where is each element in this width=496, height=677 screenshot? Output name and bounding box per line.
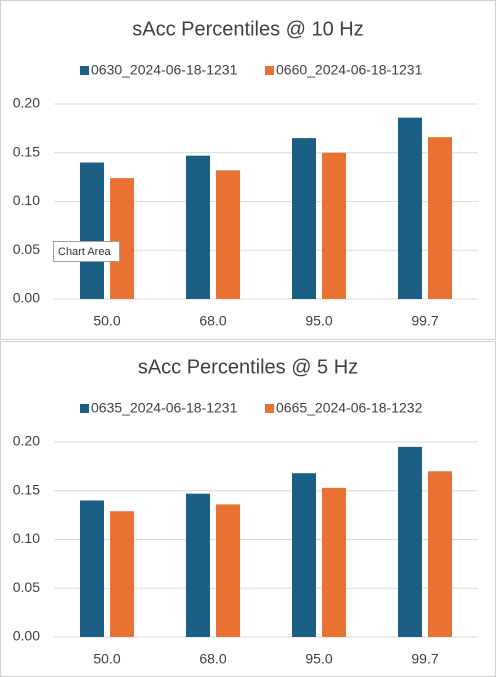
legend-swatch [265,66,274,75]
y-tick-label: 0.15 [13,481,40,497]
x-tick-label: 50.0 [93,651,120,667]
bar [80,500,104,637]
bar [292,138,316,299]
bar [216,170,240,299]
bar [398,117,422,300]
x-tick-label: 68.0 [199,313,226,329]
tooltip-box [53,241,120,262]
legend-label: 0660_2024-06-18-1231 [276,62,423,78]
x-tick-label: 99.7 [411,651,438,667]
y-tick-label: 0.00 [13,628,40,644]
bar [322,152,346,299]
bar [186,155,210,299]
y-tick-label: 0.20 [13,95,40,111]
legend-swatch [80,66,89,75]
legend-swatch [80,404,89,413]
bar [80,162,104,299]
bar [292,473,316,637]
bar [110,511,134,637]
x-tick-label: 95.0 [305,313,332,329]
chart-title: sAcc Percentiles @ 10 Hz [132,18,364,40]
x-tick-label: 68.0 [199,651,226,667]
charts: sAcc Percentiles @ 10 Hz 0630_2024-06-18-… [13,18,478,667]
chart-title: sAcc Percentiles @ 5 Hz [138,356,358,378]
bar [186,493,210,637]
x-tick-label: 95.0 [305,651,332,667]
legend-label: 0630_2024-06-18-1231 [91,62,238,78]
tooltip: Chart Area [53,241,120,262]
legend-label: 0665_2024-06-18-1232 [276,400,423,416]
bar [216,504,240,637]
y-tick-label: 0.05 [13,241,40,257]
legend-label: 0635_2024-06-18-1231 [91,400,238,416]
bar [398,446,422,637]
bar [428,137,452,299]
bar [110,178,134,299]
y-tick-label: 0.05 [13,579,40,595]
bar [428,471,452,637]
y-tick-label: 0.00 [13,290,40,306]
y-tick-label: 0.10 [13,530,40,546]
bar [322,487,346,637]
y-tick-label: 0.20 [13,433,40,449]
y-tick-label: 0.15 [13,143,40,159]
x-tick-label: 50.0 [93,313,120,329]
tooltip-text: Chart Area [58,246,111,258]
x-tick-label: 99.7 [411,313,438,329]
legend-swatch [265,404,274,413]
y-tick-label: 0.10 [13,192,40,208]
